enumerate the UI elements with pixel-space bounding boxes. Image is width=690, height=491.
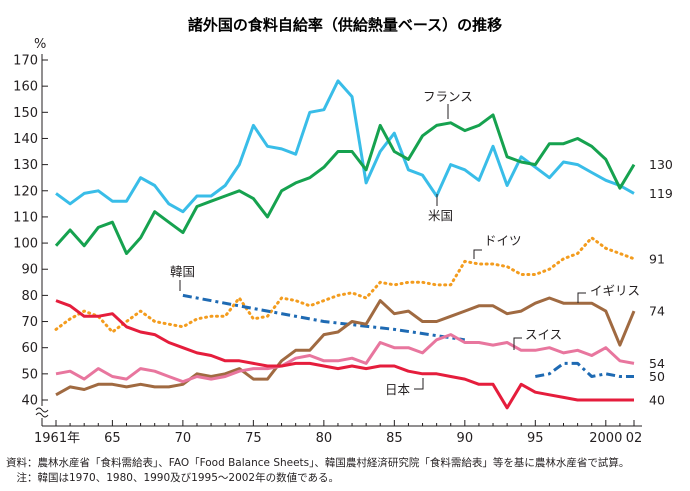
leader-switzerland: [513, 337, 522, 350]
x-tick-label: 95: [527, 431, 544, 446]
axis-break-mark: [35, 407, 49, 413]
x-tick-label: 1961年: [34, 431, 80, 446]
series-line-3: [182, 293, 466, 342]
series-line-1: [54, 113, 636, 255]
y-tick-label: 70: [21, 315, 38, 330]
y-tick-label: 40: [21, 394, 38, 409]
footnote: 注：韓国は1970、1980、1990及び1995～2002年の数値である。: [6, 472, 340, 484]
annotation-france: フランス: [423, 89, 473, 104]
annotation-japan: 日本: [385, 382, 411, 397]
x-tick-label: 75: [245, 431, 262, 446]
end-value-label: 40: [649, 393, 665, 408]
y-tick-label: 120: [13, 184, 38, 199]
y-tick-label: 160: [13, 80, 38, 95]
y-axis-unit: %: [34, 37, 46, 52]
leader-japan: [414, 378, 424, 390]
x-tick-label: 65: [104, 431, 121, 446]
end-labels: 119 130 91 50 74 54 40: [649, 157, 673, 407]
source-note: 資料：農林水産省「食料需給表」、FAO「Food Balance Sheets」…: [6, 457, 630, 469]
annotation-uk: イギリス: [590, 283, 640, 298]
series-layer: [54, 79, 636, 410]
y-tick-label: 140: [13, 132, 38, 147]
leader-uk: [577, 292, 586, 303]
annotation-germany: ドイツ: [484, 233, 522, 248]
end-value-label: 74: [649, 304, 665, 319]
series-line-5: [55, 296, 636, 397]
end-value-label: 130: [649, 157, 673, 172]
series-line-7: [55, 299, 634, 410]
series-line-0: [55, 79, 635, 214]
axis-break-mark: [35, 412, 49, 418]
y-tick-label: 150: [13, 106, 38, 121]
y-tick-label: 90: [21, 263, 38, 278]
y-tick-label: 100: [13, 237, 38, 252]
leader-germany: [473, 249, 482, 259]
x-tick-label: 80: [316, 431, 333, 446]
end-value-label: 54: [649, 356, 665, 371]
y-tick-label: 80: [21, 289, 38, 304]
label-layer: フランス 米国 ドイツ 韓国 イギリス スイス 日本: [170, 89, 640, 397]
series-line-6: [55, 333, 635, 384]
x-tick-label: 85: [386, 431, 403, 446]
end-value-label: 50: [649, 369, 665, 384]
x-tick-label: 02: [626, 431, 643, 446]
annotation-switzerland: スイス: [525, 327, 562, 342]
x-tick-label: 70: [175, 431, 192, 446]
x-tick-label: 2000: [589, 431, 622, 446]
y-tick-label: 170: [13, 54, 38, 69]
axes: % 40 50 60 70 80 90 100 110 120 130 140 150 160 170 196…: [13, 37, 642, 446]
y-tick-label: 110: [13, 210, 38, 225]
series-line-2: [54, 236, 636, 334]
end-value-label: 119: [649, 186, 673, 201]
y-tick-label: 130: [13, 158, 38, 173]
y-tick-label: 60: [21, 341, 38, 356]
x-tick-label: 90: [457, 431, 474, 446]
y-tick-label: 50: [21, 367, 38, 382]
series-line-4: [535, 361, 634, 378]
chart-title: 諸外国の食料自給率（供給熱量ベース）の推移: [188, 16, 502, 34]
annotation-korea: 韓国: [170, 264, 195, 279]
annotation-usa: 米国: [428, 208, 453, 223]
end-value-label: 91: [649, 251, 665, 266]
